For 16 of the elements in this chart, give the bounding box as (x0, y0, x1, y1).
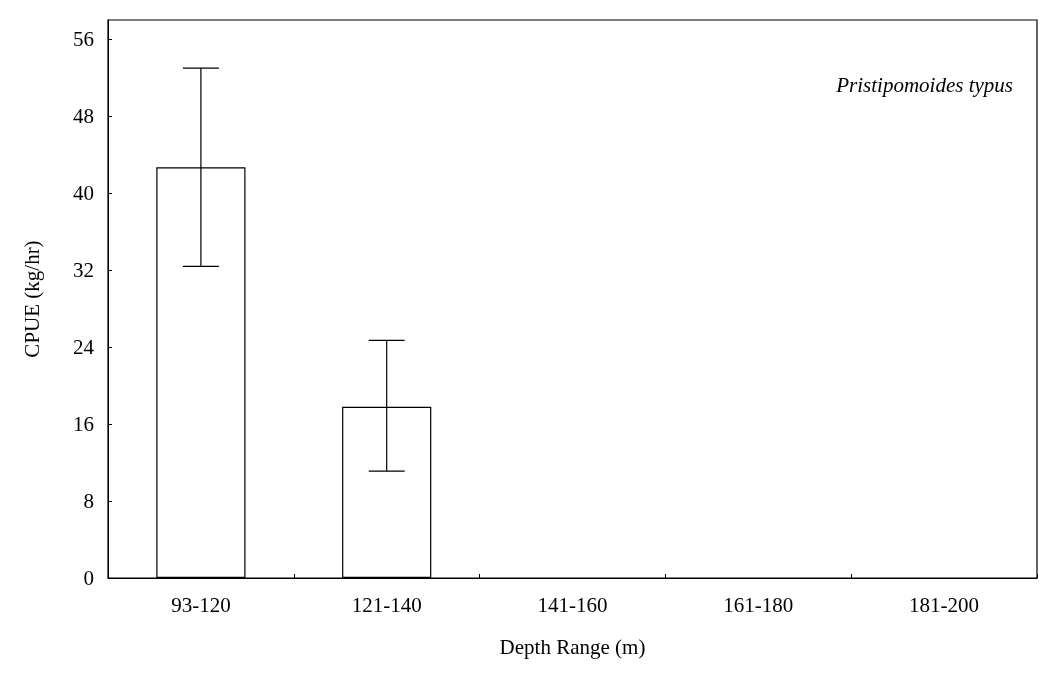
x-axis-title: Depth Range (m) (499, 634, 646, 659)
y-axis-title: CPUE (kg/hr) (19, 240, 44, 358)
x-tick-label: 93-120 (171, 592, 231, 617)
x-tick-label: 121-140 (351, 592, 422, 617)
x-tick-label: 181-200 (909, 592, 980, 617)
y-tick-label: 16 (73, 412, 94, 437)
x-tick-label: 161-180 (723, 592, 794, 617)
y-tick-label: 32 (73, 258, 94, 283)
y-tick-label: 8 (83, 489, 94, 514)
y-tick-label: 48 (73, 104, 94, 129)
y-tick-label: 40 (73, 181, 94, 206)
y-tick-label: 56 (73, 27, 94, 52)
y-tick-label: 24 (73, 335, 95, 360)
x-tick-label: 141-160 (537, 592, 608, 617)
annotation: Pristipomoides typus (835, 72, 1013, 97)
y-tick-label: 0 (83, 566, 94, 590)
